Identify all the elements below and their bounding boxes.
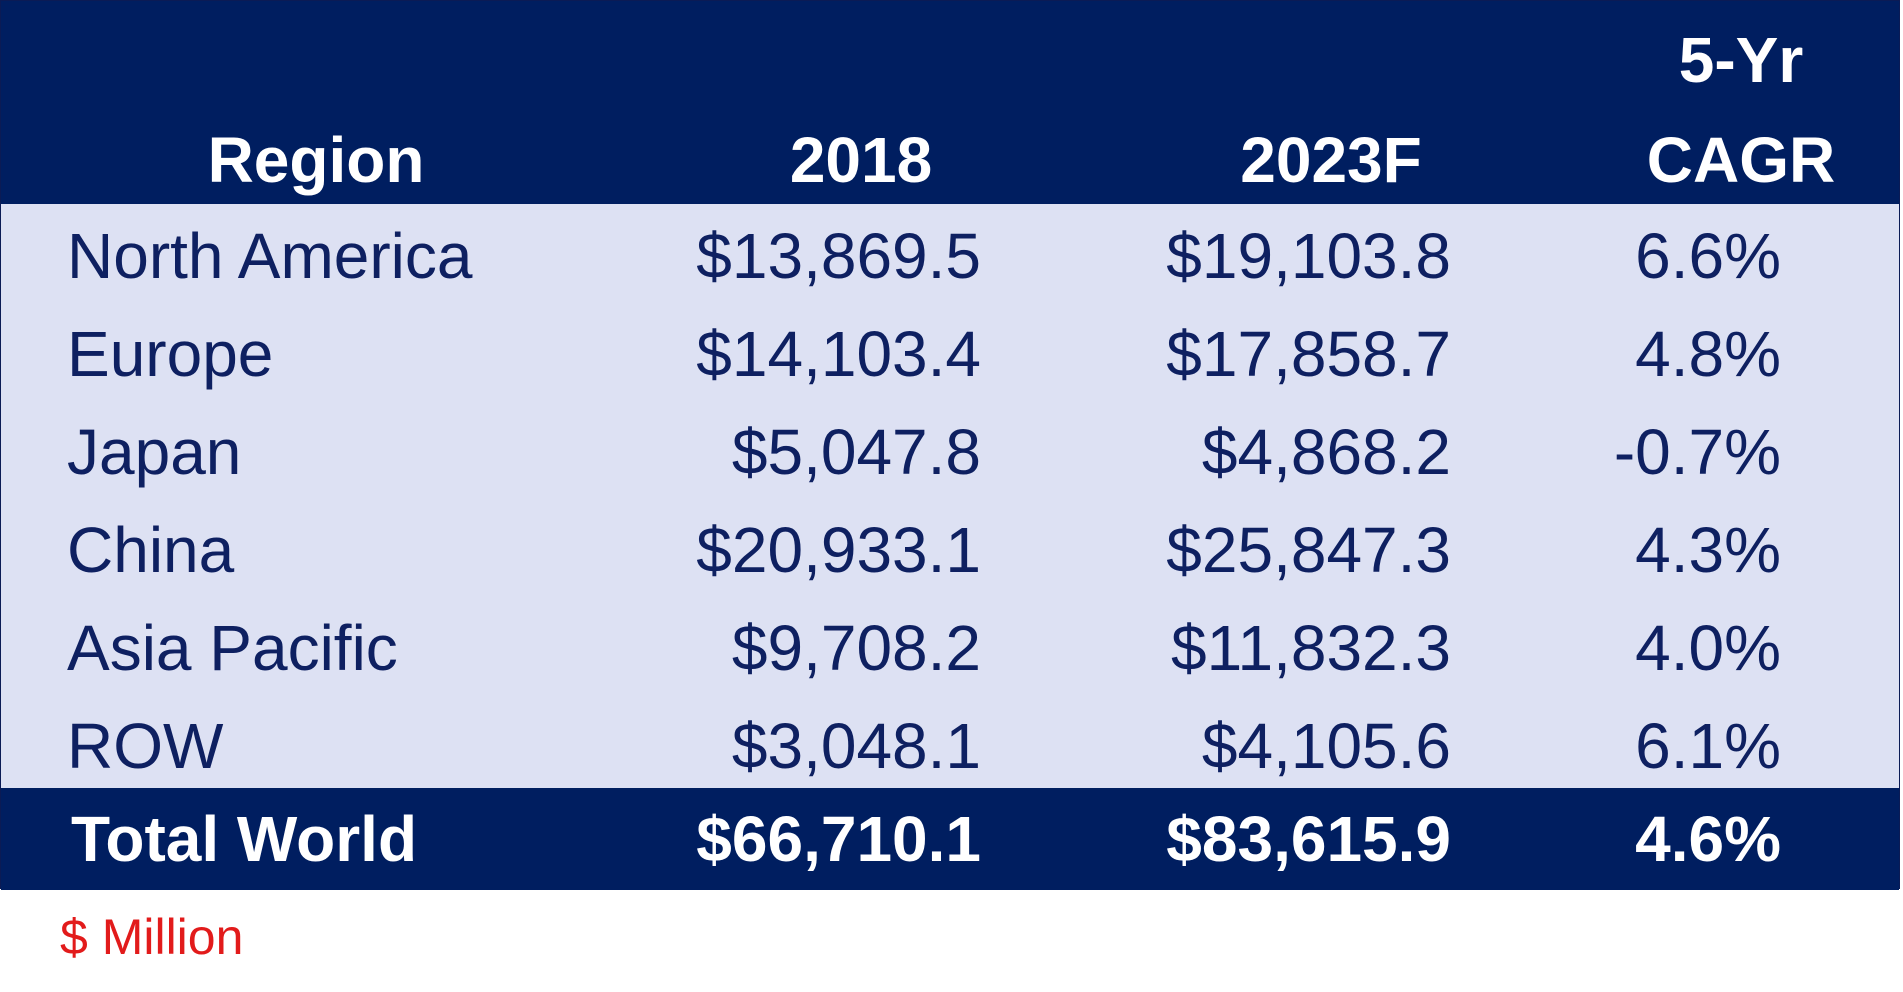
cell-cagr: -0.7% — [1613, 416, 1781, 488]
cell-region: Japan — [67, 416, 242, 488]
cell-2018: $5,047.8 — [731, 416, 981, 488]
cell-cagr: 4.0% — [1635, 612, 1781, 684]
cell-2023f: $4,868.2 — [1201, 416, 1451, 488]
cell-region: ROW — [67, 710, 224, 782]
header-2023f: 2023F — [1240, 124, 1422, 196]
cell-cagr: 6.6% — [1635, 220, 1781, 292]
cell-2018: $3,048.1 — [731, 710, 981, 782]
cell-2018: $13,869.5 — [696, 220, 981, 292]
total-row: Total World $66,710.1 $83,615.9 4.6% — [1, 788, 1899, 890]
cell-2018: $9,708.2 — [731, 612, 981, 684]
cell-2023f: $25,847.3 — [1166, 514, 1451, 586]
cell-region: Europe — [67, 318, 274, 390]
cell-2018: $20,933.1 — [696, 514, 981, 586]
total-2023f: $83,615.9 — [1166, 803, 1451, 875]
unit-note: $ Million — [60, 909, 244, 965]
total-2018: $66,710.1 — [696, 803, 981, 875]
table-header: Region 2018 2023F 5-Yr CAGR — [1, 1, 1899, 204]
data-table: Region 2018 2023F 5-Yr CAGR North Americ… — [0, 0, 1900, 890]
total-cagr: 4.6% — [1635, 803, 1781, 875]
cell-2018: $14,103.4 — [696, 318, 981, 390]
cell-region: China — [67, 514, 235, 586]
cell-2023f: $19,103.8 — [1166, 220, 1451, 292]
header-cagr-line2: CAGR — [1646, 124, 1836, 196]
cell-cagr: 6.1% — [1635, 710, 1781, 782]
cell-region: North America — [67, 220, 473, 292]
header-region: Region — [207, 124, 425, 196]
cell-2023f: $4,105.6 — [1201, 710, 1451, 782]
cell-region: Asia Pacific — [67, 612, 398, 684]
cell-2023f: $11,832.3 — [1171, 612, 1451, 684]
header-cagr-line1: 5-Yr — [1678, 24, 1804, 96]
cell-cagr: 4.3% — [1635, 514, 1781, 586]
cell-cagr: 4.8% — [1635, 318, 1781, 390]
total-region: Total World — [71, 803, 418, 875]
header-2018: 2018 — [789, 124, 933, 196]
cell-2023f: $17,858.7 — [1166, 318, 1451, 390]
